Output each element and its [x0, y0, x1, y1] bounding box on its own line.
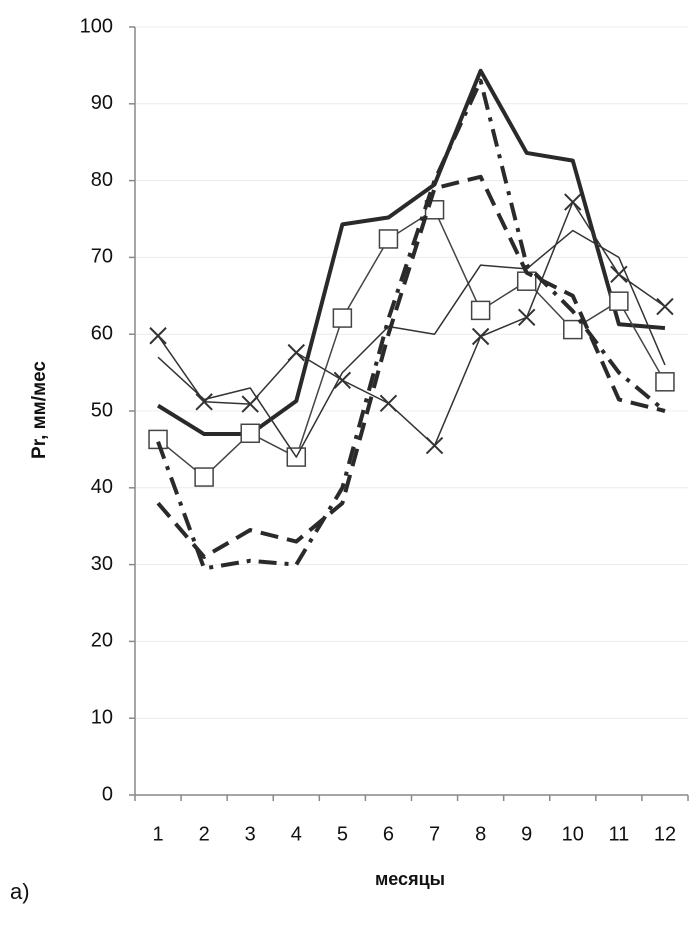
x-tick-label: 4	[291, 823, 302, 845]
x-tick-label: 8	[475, 823, 486, 845]
marker-square	[470, 300, 491, 321]
x-tick-label: 1	[152, 823, 163, 845]
line-series	[156, 174, 666, 559]
line-series	[157, 201, 666, 447]
y-tick-label: 80	[91, 169, 113, 191]
marker-square	[332, 308, 353, 328]
marker-x	[333, 371, 352, 389]
x-tick-label: 10	[562, 823, 584, 845]
marker-x	[518, 308, 536, 327]
y-tick-label: 30	[91, 553, 113, 575]
marker-x	[379, 394, 398, 413]
marker-x	[195, 393, 213, 411]
x-tick-label: 7	[429, 823, 440, 845]
x-tick-label: 6	[383, 823, 394, 845]
marker-square	[609, 291, 629, 311]
x-tick-label: 2	[199, 823, 210, 845]
line-series	[157, 229, 666, 458]
x-tick-label: 12	[654, 823, 676, 845]
annotation: а)	[10, 879, 30, 904]
y-tick-label: 60	[91, 322, 113, 344]
marker-square	[240, 423, 260, 444]
line-series	[157, 209, 666, 478]
x-tick-label: 5	[337, 823, 348, 845]
y-tick-label: 100	[80, 15, 113, 37]
marker-x	[656, 297, 674, 316]
y-tick-label: 0	[102, 783, 113, 805]
x-axis-label: месяцы	[375, 869, 445, 889]
marker-x	[471, 327, 490, 346]
y-tick-label: 10	[91, 706, 113, 728]
marker-x	[149, 327, 167, 345]
marker-x	[425, 436, 444, 455]
marker-square	[194, 467, 214, 487]
line-series	[156, 68, 666, 437]
marker-square	[148, 429, 168, 450]
y-axis-label: Pr, мм/мес	[29, 361, 50, 459]
y-tick-label: 50	[91, 399, 113, 421]
x-tick-label: 3	[245, 823, 256, 845]
line-series	[156, 78, 667, 571]
x-tick-label: 9	[521, 823, 532, 845]
y-tick-label: 20	[91, 630, 113, 652]
marker-square	[563, 319, 583, 340]
y-tick-label: 70	[91, 246, 113, 268]
marker-x	[241, 395, 259, 413]
marker-x	[287, 343, 305, 362]
y-tick-label: 40	[91, 476, 113, 498]
y-tick-label: 90	[91, 92, 113, 114]
marker-square	[378, 229, 399, 249]
marker-square	[655, 372, 675, 392]
x-tick-label: 11	[608, 823, 629, 845]
marker-x	[564, 193, 582, 211]
